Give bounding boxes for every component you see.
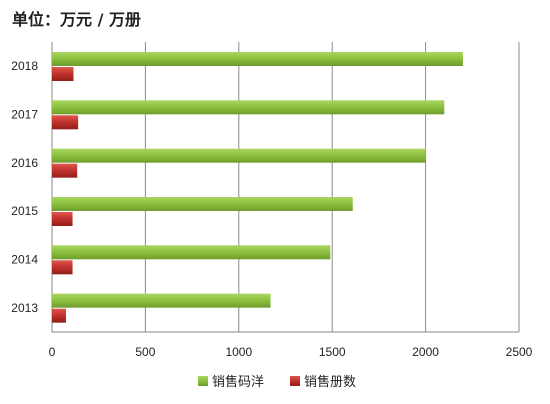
y-tick-label-2017: 2017 bbox=[11, 108, 38, 122]
x-tick-label-1500: 1500 bbox=[319, 345, 346, 359]
bar-sales-value-2018 bbox=[52, 52, 463, 66]
x-tick-label-2500: 2500 bbox=[506, 345, 533, 359]
bar-sales-copies-2013 bbox=[52, 308, 67, 323]
grid-lines bbox=[51, 42, 520, 333]
y-tick-label-2018: 2018 bbox=[11, 59, 38, 73]
y-tick-label-2016: 2016 bbox=[11, 156, 38, 170]
y-tick-label-2013: 2013 bbox=[11, 301, 38, 315]
bar-sales-copies-2015 bbox=[52, 212, 73, 226]
bar-sales-copies-2014 bbox=[52, 260, 73, 275]
bar-sales-value-2015 bbox=[52, 197, 353, 211]
x-axis-labels: 0 500 1000 1500 2000 2500 bbox=[49, 345, 533, 359]
bar-sales-copies-2017 bbox=[52, 115, 79, 130]
bar-sales-value-2017 bbox=[52, 100, 445, 115]
unit-title: 单位：万元 / 万册 bbox=[12, 10, 141, 29]
y-tick-label-2014: 2014 bbox=[11, 253, 38, 267]
legend-label-1: 销售册数 bbox=[304, 374, 356, 390]
legend-swatch-0 bbox=[198, 376, 208, 386]
bar-sales-copies-2016 bbox=[52, 163, 78, 178]
legend-label-0: 销售码洋 bbox=[212, 374, 264, 390]
x-tick-label-0: 0 bbox=[49, 345, 56, 359]
x-tick-label-500: 500 bbox=[135, 345, 155, 359]
bar-sales-value-2014 bbox=[52, 245, 331, 260]
bars bbox=[52, 52, 463, 323]
bar-sales-value-2016 bbox=[52, 148, 426, 163]
bar-sales-value-2013 bbox=[52, 293, 271, 308]
x-tick-label-1000: 1000 bbox=[225, 345, 252, 359]
y-tick-label-2015: 2015 bbox=[11, 204, 38, 218]
y-axis-labels: 2018 2017 2016 2015 2014 2013 bbox=[11, 59, 38, 315]
x-tick-label-2000: 2000 bbox=[412, 345, 439, 359]
legend: 销售码洋 销售册数 bbox=[198, 374, 356, 390]
bar-sales-copies-2018 bbox=[52, 67, 74, 81]
legend-swatch-1 bbox=[290, 376, 300, 386]
